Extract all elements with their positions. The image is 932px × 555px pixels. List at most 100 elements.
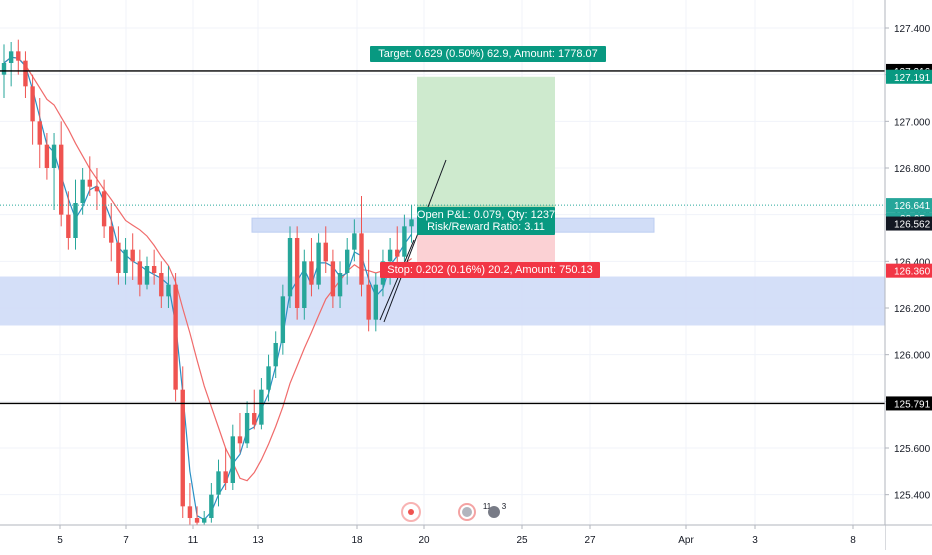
- candle-body: [159, 273, 164, 297]
- candle-body: [216, 471, 221, 495]
- candle-body: [194, 518, 200, 523]
- target-price-label-box: [886, 69, 932, 84]
- price-axis-label: 127.400: [894, 24, 931, 35]
- candle-body: [109, 226, 114, 243]
- fast-moving-average-line: [3, 56, 413, 521]
- candle-body: [359, 233, 364, 285]
- stop-label-text: Stop: 0.202 (0.16%) 20.2, Amount: 750.13: [387, 264, 592, 276]
- candle-body: [280, 296, 286, 343]
- candle-body: [23, 60, 28, 87]
- candles-layer: [1, 39, 414, 525]
- time-axis-label: 18: [351, 535, 363, 546]
- candle-body: [44, 144, 50, 168]
- price-axis-label: 126.800: [894, 164, 931, 175]
- support-zone: [0, 276, 885, 326]
- candle-body: [330, 261, 336, 297]
- target-price-label-text: 127.191: [894, 73, 931, 84]
- grid-layer: [0, 0, 885, 525]
- time-axis-label: 27: [584, 535, 596, 546]
- trendline-layer: [379, 159, 447, 323]
- horizontal-lines-layer: [0, 70, 885, 405]
- price-axis-label: 126.200: [894, 304, 931, 315]
- candle-body: [59, 144, 64, 215]
- time-axis-label: 8: [850, 535, 856, 546]
- candle-body: [130, 249, 135, 262]
- candle-body: [266, 366, 271, 390]
- candle-body: [80, 179, 85, 203]
- event-badge-inner: [462, 507, 472, 517]
- candle-body: [101, 191, 107, 227]
- time-axis-label: 20: [418, 535, 430, 546]
- position-layer: [417, 76, 555, 271]
- candle-body: [73, 203, 78, 238]
- candle-body: [252, 413, 257, 425]
- candle-body: [387, 249, 393, 262]
- candle-body: [116, 242, 121, 273]
- candle-body: [144, 266, 150, 285]
- price-axis-label: 126.400: [894, 257, 931, 268]
- candle-body: [123, 249, 128, 273]
- time-axis-background: [0, 525, 885, 550]
- entry-price-label-box: [886, 216, 932, 231]
- time-axis-label: 5: [57, 535, 63, 546]
- trend-line: [383, 159, 447, 323]
- candle-body: [223, 471, 228, 483]
- candle-body: [366, 284, 371, 320]
- entry-price-label-text: 126.562: [894, 220, 931, 231]
- stop-price-label-text: 126.360: [894, 267, 931, 278]
- candle-body: [244, 413, 250, 444]
- stop-label-box: [380, 262, 600, 278]
- trend-line: [379, 239, 415, 321]
- candle-body: [8, 51, 14, 63]
- time-axis-label: Apr: [678, 535, 694, 546]
- time-axis-label: 11: [188, 535, 199, 546]
- price-axis-label: 125.400: [894, 491, 931, 502]
- stop-price-label-box: [886, 263, 932, 278]
- candle-body: [202, 518, 207, 523]
- current-price-label-text: 126.641: [894, 201, 931, 212]
- candle-body: [323, 242, 328, 262]
- candle-body: [66, 214, 71, 238]
- candle-body: [316, 242, 321, 285]
- candle-body: [37, 121, 42, 145]
- candle-body: [180, 389, 185, 507]
- candle-body: [137, 261, 143, 285]
- target-label-text: Target: 0.629 (0.50%) 62.9, Amount: 1778…: [378, 48, 598, 60]
- candle-body: [230, 436, 235, 483]
- candle-body: [345, 249, 350, 273]
- candle-body: [16, 51, 21, 61]
- candle-body: [259, 389, 264, 425]
- price-axis-label: 127.000: [894, 117, 931, 128]
- candle-body: [337, 273, 343, 297]
- event-badge-count: 11: [483, 502, 492, 511]
- time-axis-label: 3: [752, 535, 758, 546]
- time-axis-label: 7: [123, 535, 129, 546]
- candle-body: [151, 266, 157, 273]
- candle-body: [302, 261, 307, 308]
- target-zone: [417, 76, 555, 224]
- open-pnl-label-text: Risk/Reward Ratio: 3.11: [427, 221, 545, 233]
- candle-body: [87, 179, 92, 187]
- open-pnl-label-text: Open P&L: 0.079, Qty: 1237: [417, 209, 555, 221]
- candle-body: [173, 284, 178, 390]
- candle-body: [309, 261, 314, 285]
- candle-body: [402, 226, 407, 257]
- candle-body: [352, 233, 357, 250]
- target-label-box: [370, 46, 606, 62]
- moving-average-layer: [3, 56, 413, 521]
- candle-body: [166, 284, 171, 297]
- event-badge-count: 3: [502, 502, 507, 511]
- event-badge-inner: [488, 506, 500, 518]
- candle-body: [51, 144, 57, 168]
- level-price-label-box: [886, 396, 932, 411]
- event-badges-layer: 11 3: [401, 502, 507, 522]
- candle-body: [209, 494, 214, 518]
- event-badge-dot: [408, 509, 414, 515]
- time-axis-label: 13: [252, 535, 264, 546]
- position-labels-layer: Target: 0.629 (0.50%) 62.9, Amount: 1778…: [370, 46, 606, 278]
- candle-body: [273, 343, 278, 367]
- candle-body: [1, 63, 7, 75]
